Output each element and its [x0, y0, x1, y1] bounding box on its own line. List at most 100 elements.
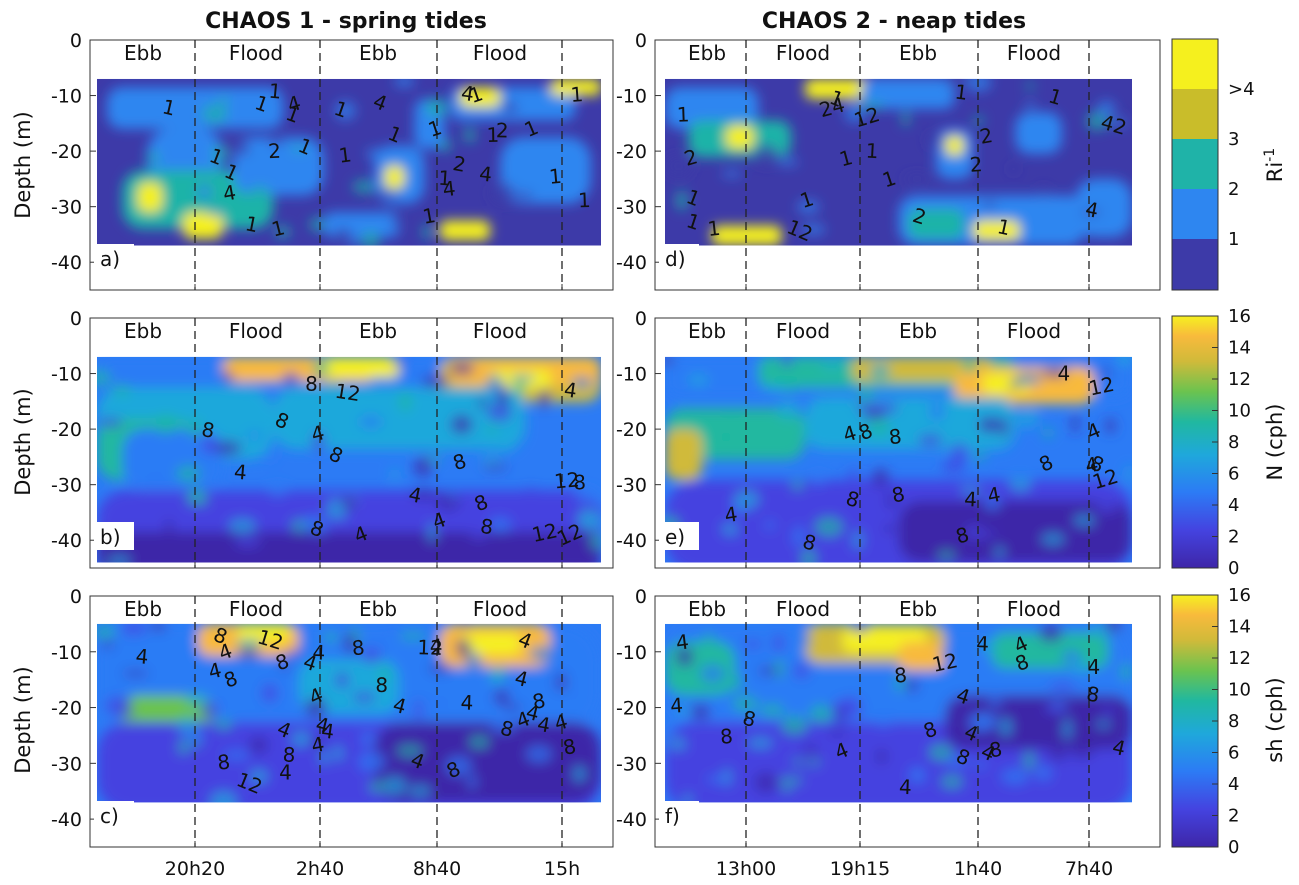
- colorbar-n-tick-label: 12: [1228, 369, 1251, 390]
- contour-speckle: [1125, 465, 1132, 482]
- panel-frame: [89, 595, 614, 848]
- contour-speckle: [1024, 82, 1036, 90]
- contour-speckle: [1014, 373, 1042, 385]
- contour-speckle: [155, 414, 176, 435]
- contour-label: 4: [312, 640, 326, 664]
- contour-speckle: [476, 414, 487, 430]
- contour-label: 2: [268, 139, 282, 164]
- contour-speckle: [309, 217, 324, 232]
- contour-speckle: [1034, 765, 1052, 781]
- contour-label: 1: [995, 214, 1012, 240]
- contour-speckle: [1080, 209, 1102, 216]
- contour-speckle: [906, 678, 918, 693]
- contour-field: [97, 78, 601, 246]
- contour-speckle: [120, 623, 147, 636]
- contour-speckle: [1107, 119, 1128, 127]
- contour-speckle: [282, 371, 300, 387]
- contour-speckle: [282, 649, 306, 657]
- contour-speckle: [1023, 751, 1035, 770]
- tide-phase-label: Flood: [776, 41, 830, 65]
- contour-speckle: [886, 492, 897, 510]
- ylabel-row-1: Depth (m): [11, 111, 35, 218]
- contour-speckle: [291, 731, 311, 747]
- contour-label: 1: [486, 123, 499, 147]
- contour-speckle: [781, 715, 808, 735]
- panel-label-box: [94, 244, 134, 272]
- colorbar-ri-band-4: [1172, 39, 1218, 89]
- contour-label: 1: [269, 215, 287, 241]
- contour-speckle: [319, 749, 329, 765]
- x-tick-label: 13h00: [716, 858, 776, 880]
- contour-region: [374, 722, 601, 803]
- y-tick-label: -30: [616, 753, 647, 775]
- contour-label: 4: [233, 460, 248, 485]
- panel-label: d): [665, 247, 686, 271]
- contour-speckle: [352, 692, 376, 703]
- contour-speckle: [290, 145, 308, 152]
- contour-speckle: [1000, 397, 1009, 415]
- x-tick-label: 8h40: [413, 858, 461, 880]
- colorbar-sh-tick-label: 16: [1228, 585, 1251, 606]
- contour-speckle: [164, 518, 174, 537]
- contour-region: [323, 356, 400, 378]
- colorbar-sh-tick-label: 14: [1228, 617, 1251, 638]
- y-tick-label: -10: [616, 642, 647, 664]
- contour-label: 2: [681, 144, 700, 171]
- panel-label: c): [100, 804, 119, 828]
- tide-phase-label: Ebb: [688, 41, 726, 65]
- contour-label: 8: [216, 750, 231, 775]
- contour-speckle: [673, 706, 695, 716]
- contour-label: 8: [740, 706, 758, 732]
- contour-region: [439, 220, 491, 241]
- contour-speckle: [448, 492, 457, 501]
- y-tick-label: -20: [51, 698, 82, 720]
- colorbar-sh-tick-label: 4: [1228, 774, 1239, 795]
- contour-speckle: [910, 224, 935, 237]
- contour-label: 4: [535, 712, 552, 738]
- contour-label: 8: [719, 724, 734, 749]
- tide-phase-label: Flood: [473, 41, 527, 65]
- colorbar-sh-tick-label: 12: [1228, 648, 1251, 669]
- contour-label: 4: [429, 634, 442, 658]
- contour-region: [725, 125, 754, 149]
- contour-speckle: [721, 170, 743, 178]
- contour-speckle: [197, 183, 212, 201]
- contour-label: 1: [837, 145, 856, 171]
- contour-label: 8: [800, 529, 819, 556]
- y-tick-label: 0: [635, 308, 647, 330]
- contour-region: [500, 137, 591, 204]
- contour-label: 8: [573, 470, 587, 494]
- contour-speckle: [1008, 381, 1022, 389]
- title-right: CHAOS 2 - neap tides: [762, 9, 1026, 34]
- contour-speckle: [869, 363, 891, 380]
- panel-label-box: [94, 801, 134, 829]
- contour-speckle: [391, 217, 400, 228]
- contour-speckle: [901, 110, 910, 127]
- contour-region: [182, 212, 223, 239]
- contour-speckle: [188, 420, 204, 438]
- panel-frame: [654, 317, 1161, 569]
- contour-speckle: [233, 535, 262, 548]
- contour-speckle: [106, 749, 134, 771]
- contour-region: [1015, 112, 1062, 154]
- contour-speckle: [1073, 514, 1096, 527]
- contour-speckle: [365, 148, 387, 160]
- contour-speckle: [269, 483, 287, 497]
- contour-speckle: [427, 522, 437, 543]
- contour-speckle: [819, 362, 846, 370]
- contour-speckle: [1043, 427, 1053, 439]
- tide-phase-label: Flood: [473, 319, 527, 343]
- contour-label: 4: [723, 502, 739, 528]
- contour-speckle: [537, 388, 551, 409]
- contour-speckle: [476, 776, 485, 790]
- contour-label: 4: [675, 630, 691, 655]
- contour-speckle: [466, 652, 482, 669]
- contour-speckle: [407, 538, 417, 549]
- contour-region: [945, 135, 964, 156]
- contour-speckle: [185, 693, 211, 706]
- contour-label: 4: [1083, 197, 1100, 223]
- contour-label: 2: [496, 118, 509, 142]
- y-tick-label: -20: [51, 419, 82, 441]
- colorbar-ri-tick-2: 2: [1228, 179, 1239, 200]
